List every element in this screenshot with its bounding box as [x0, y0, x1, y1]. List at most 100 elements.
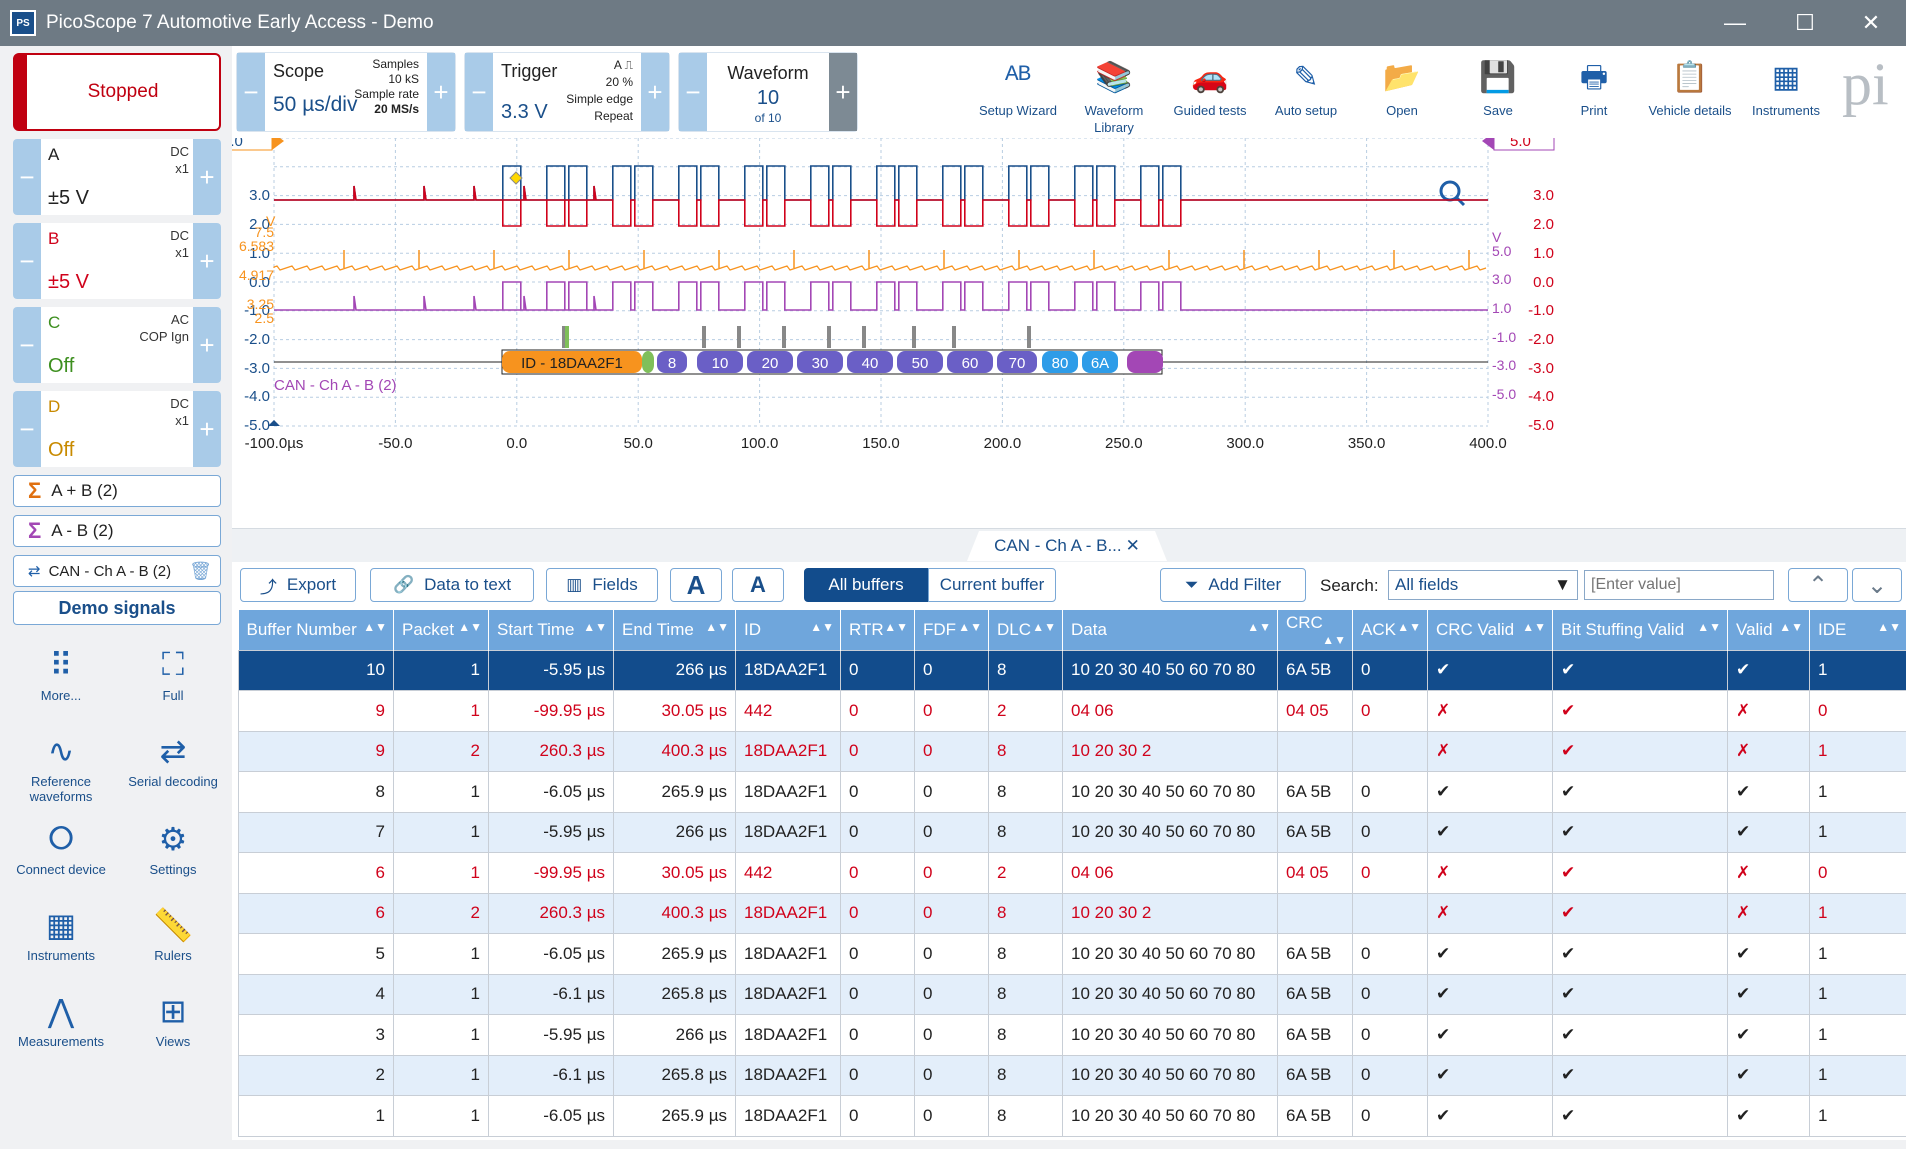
channel-a-card[interactable]: − A DC x1 ±5 V + [13, 139, 221, 215]
channel-d-range[interactable]: Off [48, 439, 75, 461]
save-button[interactable]: 💾 Save [1452, 52, 1544, 119]
maximize-button[interactable]: ☐ [1795, 10, 1815, 35]
table-row[interactable]: 4 1 -6.1 µs 265.8 µs 18DAA2F1 0 0 8 10 20 30 40 … [238, 973, 1906, 1015]
table-row[interactable]: 8 1 -6.05 µs 265.9 µs 18DAA2F1 0 0 8 10 20 30 40… [238, 771, 1906, 813]
table-row[interactable]: 6 2 260.3 µs 400.3 µs 18DAA2F1 0 0 8 10 20 30 2 ✗… [238, 892, 1906, 934]
sort-icon[interactable]: ▲▼ [958, 619, 982, 634]
data-to-text-button[interactable]: 🔗 Data to text [370, 568, 534, 602]
more-button[interactable]: ⠿ More... [6, 642, 116, 703]
minimize-button[interactable]: — [1724, 10, 1746, 35]
table-row[interactable]: 3 1 -5.95 µs 266 µs 18DAA2F1 0 0 8 10 20 30 40 5… [238, 1014, 1906, 1056]
column-header[interactable]: CRC Valid ▲▼ [1427, 610, 1553, 650]
sort-icon[interactable]: ▲▼ [1697, 619, 1721, 634]
trigger-level-up-button[interactable]: + [641, 53, 669, 131]
waveform-buffer-control[interactable]: − Waveform 10 of 10 + [678, 52, 858, 132]
measurements-button[interactable]: ⋀ Measurements [6, 988, 116, 1049]
column-header[interactable]: CRC ▲▼ [1277, 610, 1353, 650]
channel-b-range[interactable]: ±5 V [48, 271, 89, 293]
waveform-library-button[interactable]: 📚 Waveform Library [1068, 52, 1160, 136]
export-button[interactable]: ⤴ Export [240, 568, 356, 602]
table-row[interactable]: 6 1 -99.95 µs 30.05 µs 442 0 0 2 04 06 04 05 0 ✗ ✔ ✗ 0 [238, 852, 1906, 894]
font-increase-button[interactable]: A [670, 568, 722, 602]
column-header[interactable]: ACK ▲▼ [1352, 610, 1428, 650]
column-header[interactable]: RTR ▲▼ [840, 610, 915, 650]
open-button[interactable]: 📂 Open [1356, 52, 1448, 119]
sort-icon[interactable]: ▲▼ [363, 619, 387, 634]
channel-c-range-down-button[interactable]: − [13, 307, 41, 383]
instruments-side-button[interactable]: ▦ Instruments [6, 902, 116, 963]
table-row[interactable]: 1 1 -6.05 µs 265.9 µs 18DAA2F1 0 0 8 10 20 30 40… [238, 1095, 1906, 1137]
table-row[interactable]: 5 1 -6.05 µs 265.9 µs 18DAA2F1 0 0 8 10 20 30 40… [238, 933, 1906, 975]
sort-icon[interactable]: ▲▼ [810, 619, 834, 634]
column-header[interactable]: DLC ▲▼ [988, 610, 1063, 650]
timebase-value[interactable]: 50 µs/div [273, 93, 358, 116]
table-row[interactable]: 2 1 -6.1 µs 265.8 µs 18DAA2F1 0 0 8 10 20 30 40 … [238, 1054, 1906, 1096]
sort-icon[interactable]: ▲▼ [705, 619, 729, 634]
channel-b-card[interactable]: − B DC x1 ±5 V + [13, 223, 221, 299]
channel-a-range-up-button[interactable]: + [193, 139, 221, 215]
full-button[interactable]: ⛶ Full [118, 642, 228, 703]
serial-decoding-channel[interactable]: ⇄ CAN - Ch A - B (2) 🗑 [13, 555, 221, 587]
next-waveform-button[interactable]: + [829, 53, 857, 131]
all-buffers-toggle[interactable]: All buffers [804, 568, 928, 602]
search-next-button[interactable]: ⌄ [1852, 568, 1902, 602]
setup-wizard-button[interactable]: ᴬᴮ Setup Wizard [972, 52, 1064, 119]
channel-a-range[interactable]: ±5 V [48, 187, 89, 209]
views-button[interactable]: ⊞ Views [118, 988, 228, 1049]
sort-icon[interactable]: ▲▼ [1877, 619, 1901, 634]
channel-d-range-up-button[interactable]: + [193, 391, 221, 467]
sort-icon[interactable]: ▲▼ [1522, 619, 1546, 634]
timebase-down-button[interactable]: − [237, 53, 265, 131]
search-input[interactable] [1584, 570, 1774, 600]
waveform-number[interactable]: 10 [756, 87, 780, 109]
demo-signals-button[interactable]: Demo signals [13, 591, 221, 625]
serial-decoding-tab[interactable]: CAN - Ch A - B... ✕ [967, 531, 1167, 561]
auto-setup-button[interactable]: ✎ Auto setup [1260, 52, 1352, 119]
channel-d-card[interactable]: − D DC x1 Off + [13, 391, 221, 467]
scope-timebase-control[interactable]: − Scope 50 µs/div Samples 10 kS Sample rat… [236, 52, 456, 132]
trigger-control[interactable]: − Trigger 3.3 V A ⎍ 20 % Simple edge Repeat… [464, 52, 670, 132]
channel-b-range-down-button[interactable]: − [13, 223, 41, 299]
channel-b-range-up-button[interactable]: + [193, 223, 221, 299]
add-filter-button[interactable]: ⏷ Add Filter [1160, 568, 1306, 602]
table-row[interactable]: 9 2 260.3 µs 400.3 µs 18DAA2F1 0 0 8 10 20 30 2 ✗… [238, 730, 1906, 772]
column-header[interactable]: IDE ▲▼ [1809, 610, 1906, 650]
channel-c-card[interactable]: − C AC COP Ign Off + [13, 307, 221, 383]
tab-close-icon[interactable]: ✕ [1125, 536, 1140, 555]
math-channel-a-plus-b[interactable]: Σ A + B (2) [13, 475, 221, 507]
vehicle-details-button[interactable]: 📋 Vehicle details [1644, 52, 1736, 119]
column-header[interactable]: Start Time ▲▼ [488, 610, 614, 650]
search-previous-button[interactable]: ⌃ [1788, 568, 1848, 602]
timebase-up-button[interactable]: + [427, 53, 455, 131]
column-header[interactable]: Buffer Number ▲▼ [238, 610, 394, 650]
math-channel-a-minus-b[interactable]: Σ A - B (2) [13, 515, 221, 547]
oscilloscope-graph[interactable]: 5.0 3.0 2.0 1.0 0.0 -1.0 -2.0 -3.0 -4.0 -5.0 5.0 3.… [211, 130, 1906, 528]
previous-waveform-button[interactable]: − [679, 53, 707, 131]
sort-icon[interactable]: ▲▼ [1032, 619, 1056, 634]
sort-icon[interactable]: ▲▼ [583, 619, 607, 634]
sort-icon[interactable]: ▲▼ [458, 619, 482, 634]
table-row[interactable]: 7 1 -5.95 µs 266 µs 18DAA2F1 0 0 8 10 20 30 40 5… [238, 811, 1906, 853]
channel-c-range-up-button[interactable]: + [193, 307, 221, 383]
column-header[interactable]: ID ▲▼ [735, 610, 841, 650]
trash-icon[interactable]: 🗑 [189, 560, 212, 581]
sort-icon[interactable]: ▲▼ [1247, 619, 1271, 634]
instruments-button[interactable]: ▦ Instruments [1740, 52, 1832, 119]
trigger-level[interactable]: 3.3 V [501, 101, 548, 123]
table-row[interactable]: 10 1 -5.95 µs 266 µs 18DAA2F1 0 0 8 10 20 30 40 … [238, 649, 1906, 691]
print-button[interactable]: 🖶 Print [1548, 52, 1640, 119]
scope-view[interactable]: 5.0 3.0 2.0 1.0 0.0 -1.0 -2.0 -3.0 -4.0 -5.0 5.0 3.… [211, 130, 1906, 528]
channel-d-range-down-button[interactable]: − [13, 391, 41, 467]
sort-icon[interactable]: ▲▼ [884, 619, 908, 634]
column-header[interactable]: FDF ▲▼ [914, 610, 989, 650]
panel-splitter[interactable]: CAN - Ch A - B... ✕ [232, 528, 1906, 562]
close-button[interactable]: ✕ [1861, 10, 1881, 35]
reference-waveforms-button[interactable]: ∿ Reference waveforms [6, 728, 116, 804]
column-header[interactable]: End Time ▲▼ [613, 610, 736, 650]
search-field-select[interactable]: All fields ▼ [1388, 570, 1578, 600]
settings-button[interactable]: ⚙ Settings [118, 816, 228, 877]
start-stop-button[interactable]: Stopped [13, 53, 221, 131]
table-row[interactable]: 9 1 -99.95 µs 30.05 µs 442 0 0 2 04 06 04 05 0 ✗ ✔ ✗ 0 [238, 690, 1906, 732]
serial-decoding-button[interactable]: ⇄ Serial decoding [118, 728, 228, 789]
channel-c-range[interactable]: Off [48, 355, 75, 377]
